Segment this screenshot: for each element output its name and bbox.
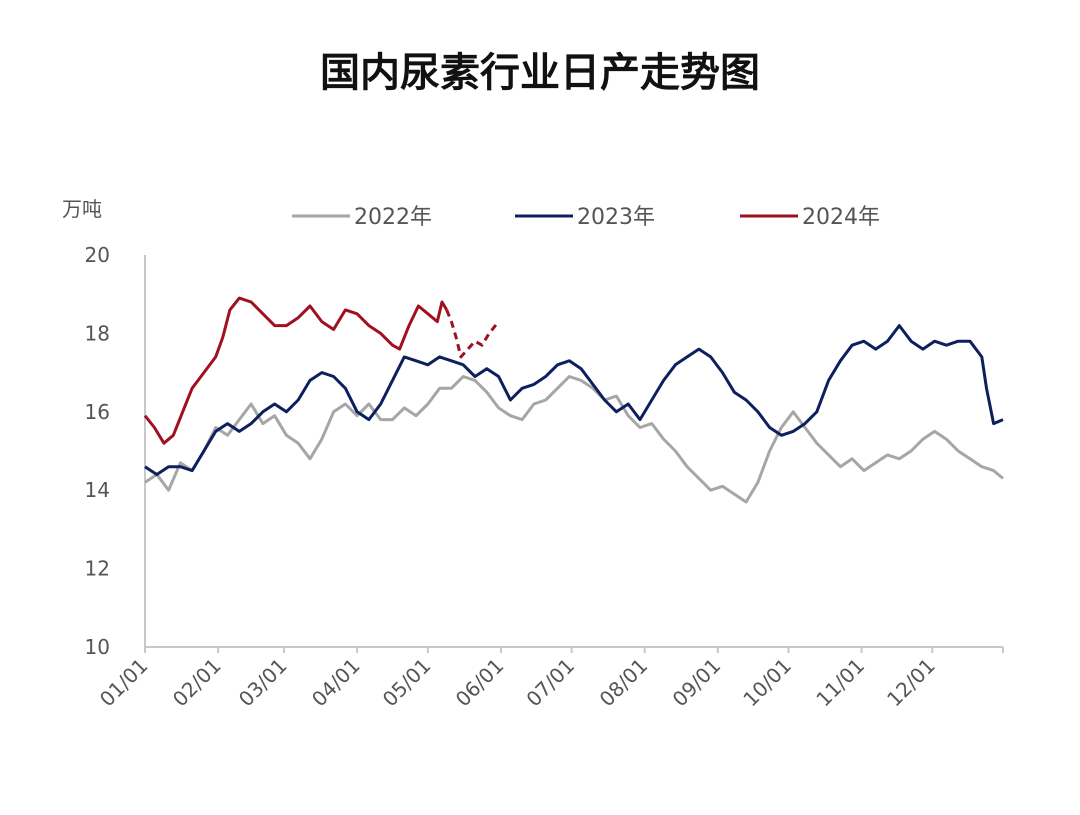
- x-tick-label: 10/01: [738, 654, 796, 712]
- y-tick-label: 16: [85, 400, 110, 424]
- x-tick-label: 05/01: [378, 654, 436, 712]
- legend: 2022年 2023年 2024年: [292, 205, 880, 230]
- series-line-0: [144, 375, 1004, 504]
- y-tick-label: 14: [85, 478, 110, 502]
- x-tick-label: 02/01: [168, 654, 226, 712]
- series-layer: [143, 296, 1004, 504]
- x-tick-label: 04/01: [307, 654, 365, 712]
- series-line-3: [445, 309, 500, 359]
- series-line-1: [144, 324, 1004, 476]
- x-tick-label: 12/01: [882, 654, 940, 712]
- y-tick-label: 12: [85, 557, 110, 581]
- legend-label: 2023年: [577, 205, 655, 230]
- y-tick-label: 10: [85, 635, 110, 659]
- x-tick-label: 07/01: [521, 654, 579, 712]
- x-tick-label: 08/01: [595, 654, 653, 712]
- y-tick-label: 18: [85, 321, 110, 345]
- x-tick-label: 09/01: [668, 654, 726, 712]
- legend-label: 2022年: [354, 205, 432, 230]
- y-axis-unit-label: 万吨: [62, 197, 102, 221]
- series-line-2: [143, 296, 448, 445]
- y-tick-label: 20: [85, 243, 110, 267]
- legend-label: 2024年: [802, 205, 880, 230]
- x-tick-label: 01/01: [95, 654, 153, 712]
- x-tick-label: 06/01: [451, 654, 509, 712]
- x-tick-label: 03/01: [234, 654, 292, 712]
- chart-title: 国内尿素行业日产走势图: [320, 50, 760, 96]
- x-tick-label: 11/01: [811, 654, 869, 712]
